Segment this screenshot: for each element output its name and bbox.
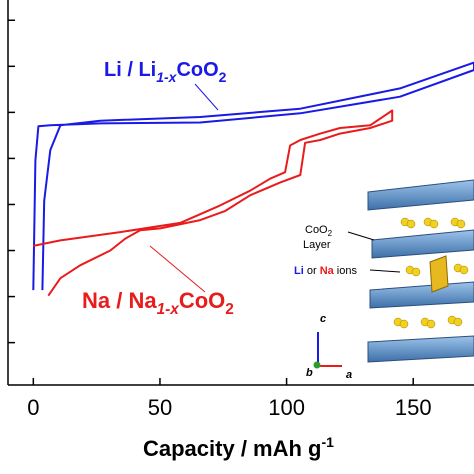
layer-label-text: Layer xyxy=(303,239,331,251)
x-axis-label-sup: -1 xyxy=(321,434,334,450)
series-label: Li / Li1-xCoO2 xyxy=(104,59,227,85)
ions-label-part: Na xyxy=(320,265,335,277)
layer-label-sub: 2 xyxy=(328,229,333,238)
pointer xyxy=(347,231,375,241)
layer-label: CoO2 xyxy=(305,224,333,238)
series-label-sub: 2 xyxy=(219,69,227,85)
series-label-text: Li / Li xyxy=(104,59,156,81)
ions-label-part: or xyxy=(304,265,320,277)
x-tick-label: 0 xyxy=(27,395,39,420)
axis-letter: b xyxy=(306,367,313,379)
series-line xyxy=(32,61,474,291)
label-pointer xyxy=(149,245,206,293)
series-label-text: Na / Na xyxy=(82,288,157,313)
series-line xyxy=(33,109,394,297)
pointer xyxy=(369,269,401,273)
axis-letter: a xyxy=(346,369,352,381)
label-pointer xyxy=(194,83,219,111)
coo2-slab xyxy=(367,179,474,211)
series-label: Na / Na1-xCoO2 xyxy=(82,288,234,318)
x-axis-label: Capacity / mAh g-1 xyxy=(143,434,334,461)
series-label-text: CoO xyxy=(176,59,218,81)
ions-label: Li or Na ions xyxy=(294,265,357,277)
ions-label-part: Li xyxy=(294,265,304,277)
series-label-sub: 2 xyxy=(225,301,234,318)
coo2-slab xyxy=(369,281,474,309)
series-label-sub: 1-x xyxy=(157,301,181,318)
axis-letter: c xyxy=(320,313,326,325)
axis-origin xyxy=(313,361,321,369)
ions-label-part: ions xyxy=(334,265,358,277)
layer-label-text: CoO xyxy=(305,224,328,236)
coo2-slab xyxy=(371,229,474,259)
ion-spheres xyxy=(393,217,469,329)
series-label-sub: 1-x xyxy=(156,69,177,85)
x-tick-label: 100 xyxy=(268,395,305,420)
x-tick-label: 50 xyxy=(148,395,172,420)
ion-polyhedron xyxy=(429,255,449,293)
x-axis-label-text: Capacity / mAh g xyxy=(143,436,321,461)
coo2-slab xyxy=(367,335,474,363)
x-tick-label: 150 xyxy=(395,395,432,420)
series-label-text: CoO xyxy=(179,288,225,313)
